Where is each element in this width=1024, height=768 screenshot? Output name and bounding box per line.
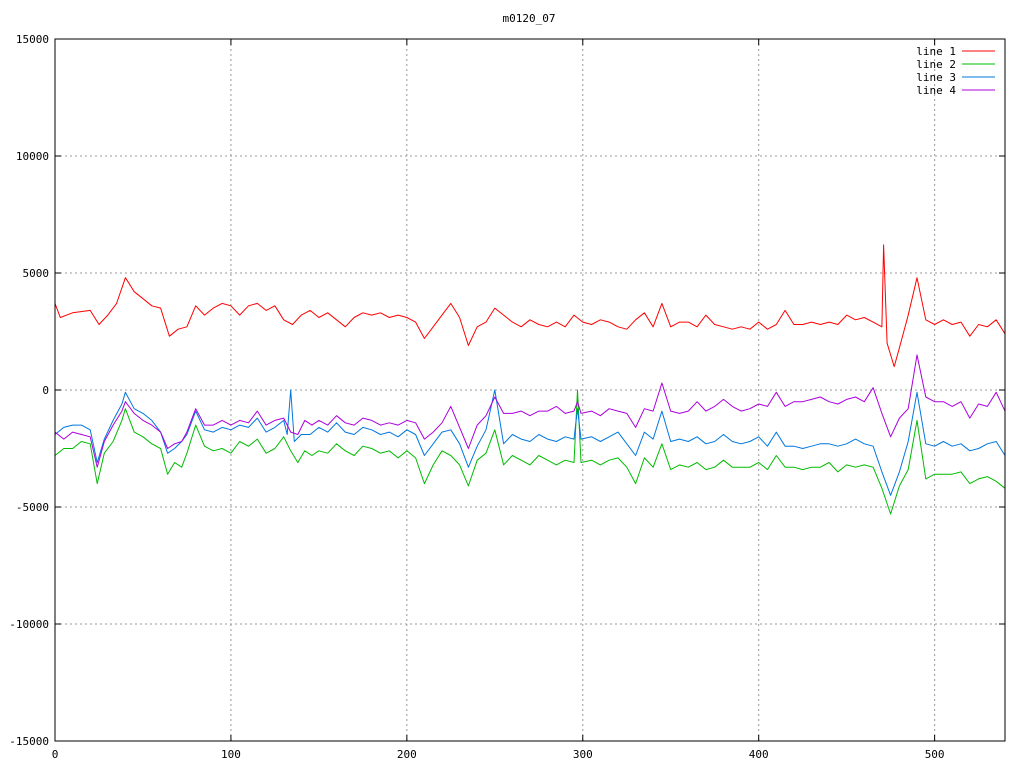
grid-lines [55,39,1005,741]
x-tick-label: 100 [221,748,241,761]
plot-frame [54,38,1006,742]
x-tick-label: 500 [925,748,945,761]
y-tick-label: -5000 [16,501,49,514]
y-tick-label: 0 [42,384,49,397]
y-tick-label: -10000 [9,618,49,631]
chart-title: m0120_07 [503,12,556,25]
x-tick-label: 300 [573,748,593,761]
series-line-1 [54,244,1006,368]
y-tick-label: -15000 [9,735,49,748]
axes: -15000 -10000 -5000 0 5000 10000 15000 0 100 200 3… [9,33,1005,761]
x-tick-label: 400 [749,748,769,761]
series-line-3 [54,389,1006,496]
series-line-4 [54,354,1006,468]
x-tick-label: 200 [397,748,417,761]
legend-label-4: line 4 [916,84,956,97]
y-tick-label: 15000 [16,33,49,46]
x-tick-label: 0 [52,748,59,761]
y-tick-label: 5000 [23,267,50,280]
legend-label-3: line 3 [916,71,956,84]
series-line-2 [54,389,1006,515]
series-lines [54,244,1006,515]
legend-label-1: line 1 [916,45,956,58]
legend-label-2: line 2 [916,58,956,71]
y-tick-label: 10000 [16,150,49,163]
